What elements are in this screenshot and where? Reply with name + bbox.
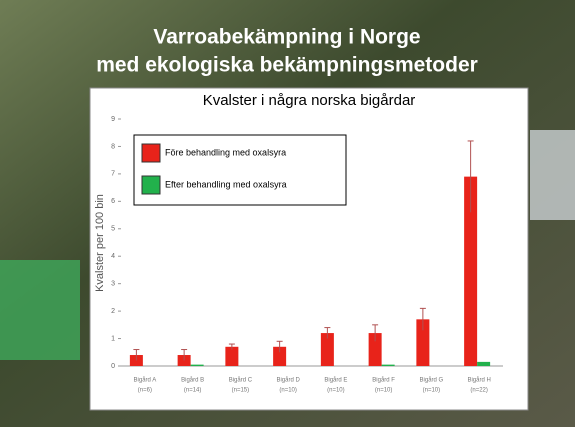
- x-tick-label: Bigård E: [324, 377, 347, 384]
- chart-title: Kvalster i några norska bigårdar: [203, 92, 416, 109]
- x-tick-label: (n=10): [423, 388, 441, 394]
- bar: [320, 333, 334, 366]
- bar: [381, 364, 395, 366]
- slide-title: med ekologiska bekämpningsmetoder: [96, 54, 478, 77]
- bar: [225, 346, 239, 366]
- x-tick-label: (n=6): [138, 388, 152, 394]
- bar: [273, 346, 287, 366]
- bar: [477, 361, 491, 366]
- x-tick-label: Bigård C: [229, 377, 253, 384]
- x-tick-label: (n=10): [375, 388, 393, 394]
- x-tick-label: (n=10): [327, 388, 345, 394]
- legend-swatch: [141, 175, 161, 195]
- x-tick-label: Bigård B: [181, 377, 204, 384]
- legend-label: Före behandling med oxalsyra: [165, 147, 286, 157]
- y-tick-label: 4: [111, 253, 115, 260]
- y-tick-label: 1: [111, 335, 115, 342]
- x-tick-label: Bigård F: [372, 377, 395, 384]
- y-tick-label: 5: [111, 226, 115, 233]
- bar: [368, 333, 382, 366]
- x-tick-label: Bigård A: [134, 377, 157, 384]
- bar: [190, 364, 204, 366]
- x-tick-label: Bigård D: [276, 377, 300, 384]
- x-tick-label: Bigård G: [420, 377, 444, 384]
- y-tick-label: 8: [111, 143, 115, 150]
- y-tick-label: 7: [111, 171, 115, 178]
- legend-label: Efter behandling med oxalsyra: [165, 179, 287, 189]
- legend-box: [133, 134, 347, 206]
- y-tick-label: 0: [111, 363, 115, 370]
- y-tick-label: 6: [111, 198, 115, 205]
- x-tick-label: (n=22): [470, 388, 488, 394]
- legend-swatch: [141, 143, 161, 163]
- y-tick-label: 3: [111, 281, 115, 288]
- y-tick-label: 9: [111, 116, 115, 123]
- bar: [416, 319, 430, 366]
- x-tick-label: (n=15): [232, 388, 250, 394]
- y-tick-label: 2: [111, 308, 115, 315]
- x-tick-label: (n=14): [184, 388, 202, 394]
- photo-hive: [0, 260, 80, 360]
- x-tick-label: (n=10): [279, 388, 297, 394]
- slide-title: Varroabekämpning i Norge: [153, 26, 420, 49]
- y-axis-label: Kvalster per 100 bin: [94, 194, 106, 292]
- bar: [464, 176, 478, 366]
- x-tick-label: Bigård H: [467, 377, 490, 384]
- photo-trailer: [530, 130, 575, 220]
